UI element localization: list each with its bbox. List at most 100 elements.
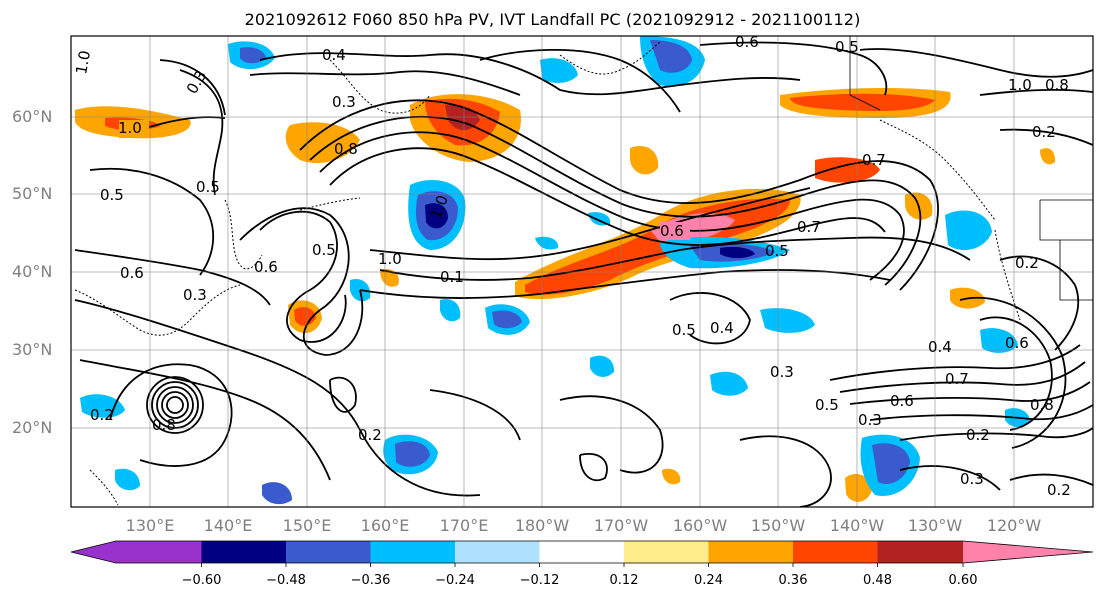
contour-label: 0.7	[862, 151, 886, 169]
colorbar-swatch	[877, 541, 964, 563]
contour-line	[869, 404, 1093, 421]
contour-line	[899, 465, 1001, 491]
contour-label: 0.8	[334, 140, 358, 158]
pv-shade-negative	[980, 328, 1018, 353]
pv-shade-negative	[540, 58, 578, 83]
contour-label: 0.1	[440, 268, 464, 286]
contour-line	[369, 187, 811, 261]
contour-line	[999, 255, 1080, 351]
map-frame	[70, 35, 1094, 508]
coastline	[879, 119, 996, 221]
contour-labels: 1.0 0.4 0.6 0.5 0.3 1.0 0.8 0.2 1.0 0.8 …	[72, 33, 1071, 499]
pv-shade-positive	[790, 93, 935, 111]
lon-label: 120°W	[987, 516, 1042, 535]
contour-line	[159, 59, 226, 116]
contour-label: 1.0	[1008, 76, 1032, 94]
contour-line	[979, 88, 1093, 96]
contour-label: 0.7	[945, 370, 969, 388]
pv-shade-positive	[630, 146, 659, 175]
contour-line	[559, 395, 664, 474]
coastline	[299, 197, 361, 211]
lon-label: 140°W	[830, 516, 885, 535]
pv-shade-negative	[535, 236, 559, 250]
colorbar-extend-high	[963, 541, 1093, 563]
contour-line	[579, 452, 608, 482]
pv-shade-negative	[395, 441, 430, 467]
colorbar-swatch	[793, 541, 879, 563]
colorbar-tick-label: −0.48	[266, 573, 306, 588]
pv-shade-negative	[262, 482, 292, 505]
colorbar-swatch	[539, 541, 625, 563]
contour-label: 0.3	[332, 93, 356, 111]
contour-label: 0.3	[183, 286, 207, 304]
colorbar-tick-label: −0.24	[435, 573, 475, 588]
political-borders	[849, 36, 1093, 301]
contour-label: 0.5	[312, 241, 336, 259]
pv-shade-positive	[662, 468, 681, 485]
lat-label: 60°N	[12, 107, 52, 126]
colorbar-swatch	[708, 541, 794, 563]
contour-label: 0.8	[1045, 76, 1069, 94]
contour-line	[429, 389, 521, 441]
longitude-labels: 130°E 140°E 150°E 160°E 170°E 180°W 170°…	[126, 516, 1042, 535]
contour-line	[839, 361, 1086, 393]
coastline	[329, 59, 431, 114]
contour-label: 0.6	[660, 222, 684, 240]
contour-line	[999, 128, 1093, 146]
colorbar-outline	[70, 540, 1094, 564]
contour-label: 0.7	[797, 218, 821, 236]
coastline	[89, 469, 119, 506]
pv-shade-negative	[650, 40, 692, 73]
lon-label: 170°W	[594, 516, 649, 535]
colorbar-tick-label: 0.48	[863, 573, 892, 588]
pv-shade-positive	[1040, 148, 1056, 165]
pv-shade-negative	[115, 468, 140, 491]
lon-label: 130°W	[908, 516, 963, 535]
contour-line	[849, 381, 1091, 405]
contour-line	[979, 316, 1053, 431]
contour-line	[259, 210, 347, 343]
colorbar-swatch	[624, 541, 710, 563]
contour-label: 0.4	[710, 319, 734, 337]
pv-shade-negative	[240, 47, 266, 64]
contour-line	[74, 249, 271, 306]
lat-label: 30°N	[12, 340, 52, 359]
contour-line	[479, 48, 681, 113]
figure-title: 2021092612 F060 850 hPa PV, IVT Landfall…	[244, 10, 861, 29]
coastline	[224, 199, 263, 270]
coastline	[74, 284, 241, 336]
ivt-contours	[74, 41, 1093, 507]
contour-line	[739, 435, 832, 507]
contour-line	[329, 376, 357, 413]
contour-label: 0.3	[858, 411, 882, 429]
contour-label: 0.2	[966, 426, 990, 444]
contour-label: 0.6	[1005, 334, 1029, 352]
colorbar-tick-label: −0.60	[182, 573, 222, 588]
contour-line	[669, 292, 751, 345]
colorbar-tick-label: −0.36	[351, 573, 391, 588]
pv-shade-negative	[872, 443, 910, 484]
contour-line	[89, 167, 215, 276]
lat-label: 20°N	[12, 418, 52, 437]
contour-line	[359, 269, 891, 299]
contour-line	[156, 386, 194, 424]
contour-line	[859, 48, 1093, 78]
colorbar-swatch	[370, 541, 456, 563]
coastline	[994, 229, 1021, 321]
colorbar-swatch	[455, 541, 541, 563]
contour-line	[259, 52, 801, 96]
lon-label: 170°E	[440, 516, 489, 535]
pv-shade-negative	[425, 203, 448, 229]
contour-line	[829, 344, 1081, 381]
contour-line	[1009, 473, 1093, 486]
coastlines	[74, 41, 1021, 506]
border	[849, 36, 881, 111]
contour-label: 0.4	[322, 46, 346, 64]
contour-label: 0.5	[815, 396, 839, 414]
contour-label: 0.5	[196, 178, 220, 196]
pv-shade-negative	[720, 246, 755, 259]
pv-shade-positive	[815, 157, 880, 183]
contour-line	[899, 427, 1093, 441]
contour-line	[299, 99, 939, 291]
lon-label: 130°E	[126, 516, 175, 535]
